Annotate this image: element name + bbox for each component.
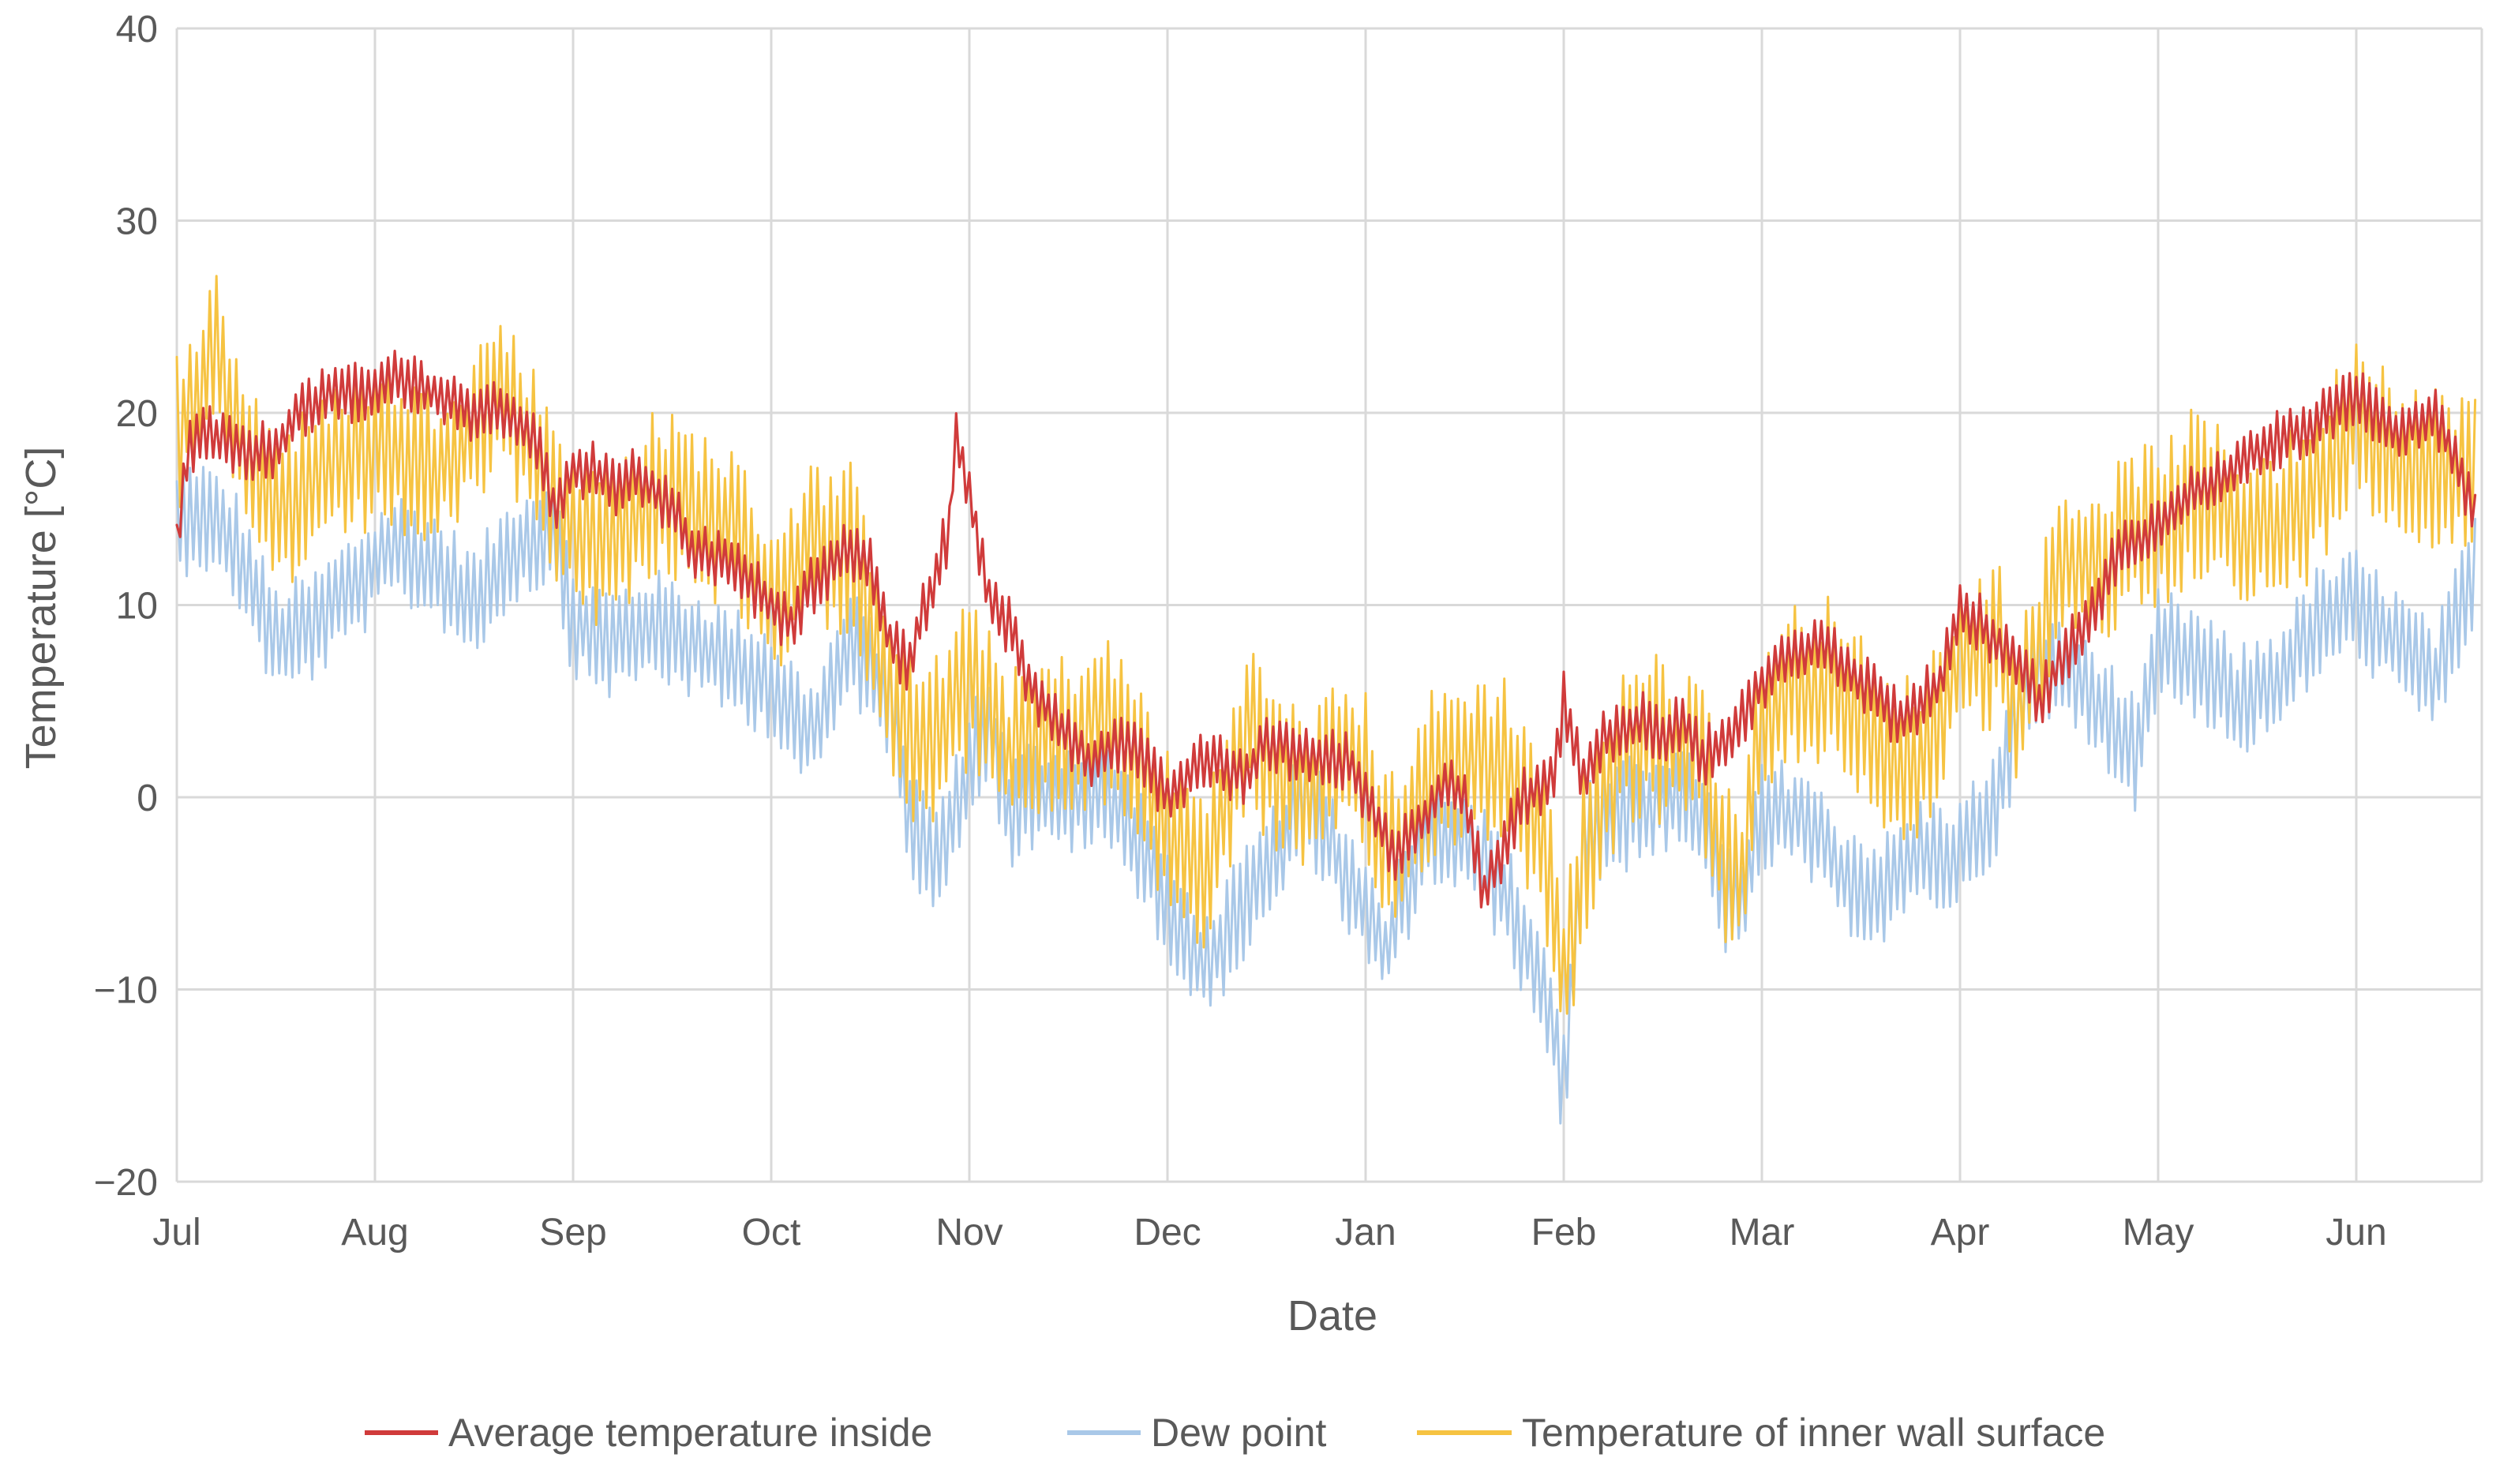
x-tick-label: Jun (2325, 1212, 2386, 1254)
y-tick-label: −10 (94, 970, 158, 1012)
plot-series (175, 275, 2477, 1125)
x-tick-label: Aug (341, 1212, 408, 1254)
series-line-temperature-of-inner-wall-surface (175, 275, 2477, 1015)
x-tick-label: Oct (742, 1212, 801, 1254)
legend-item-average-temperature-inside[interactable]: Average temperature inside (365, 1411, 932, 1455)
y-tick-label: 10 (116, 586, 158, 628)
legend: Average temperature inside Dew point Tem… (365, 1411, 2105, 1455)
y-tick-label: −20 (94, 1162, 158, 1204)
x-tick-label: May (2123, 1212, 2194, 1254)
x-tick-label: Apr (1931, 1212, 1990, 1254)
y-tick-label: 0 (137, 778, 158, 819)
legend-label-dew-point: Dew point (1151, 1411, 1326, 1455)
y-tick-labels: 40 30 20 10 0 −10 −20 (94, 9, 158, 1204)
x-axis-title: Date (1287, 1292, 1377, 1340)
x-tick-label: Sep (539, 1212, 606, 1254)
legend-label-temperature-of-inner-wall-surface: Temperature of inner wall surface (1522, 1411, 2105, 1455)
x-tick-label: Nov (935, 1212, 1003, 1254)
x-tick-label: Jan (1335, 1212, 1396, 1254)
series-line-dew-point (175, 466, 2477, 1125)
y-tick-label: 30 (116, 201, 158, 243)
legend-item-temperature-of-inner-wall-surface[interactable]: Temperature of inner wall surface (1417, 1411, 2105, 1455)
legend-label-average-temperature-inside: Average temperature inside (448, 1411, 932, 1455)
x-tick-label: Jul (152, 1212, 201, 1254)
y-tick-label: 20 (116, 393, 158, 435)
legend-item-dew-point[interactable]: Dew point (1067, 1411, 1326, 1455)
y-axis-title: Temperature [°C] (17, 447, 65, 770)
y-tick-label: 40 (116, 9, 158, 51)
x-tick-label: Feb (1531, 1212, 1597, 1254)
x-tick-label: Mar (1730, 1212, 1795, 1254)
x-tick-label: Dec (1134, 1212, 1201, 1254)
series-line-average-temperature-inside (175, 350, 2477, 909)
x-tick-labels: Jul Aug Sep Oct Nov Dec Jan Feb Mar Apr May Jun (152, 1212, 2386, 1254)
